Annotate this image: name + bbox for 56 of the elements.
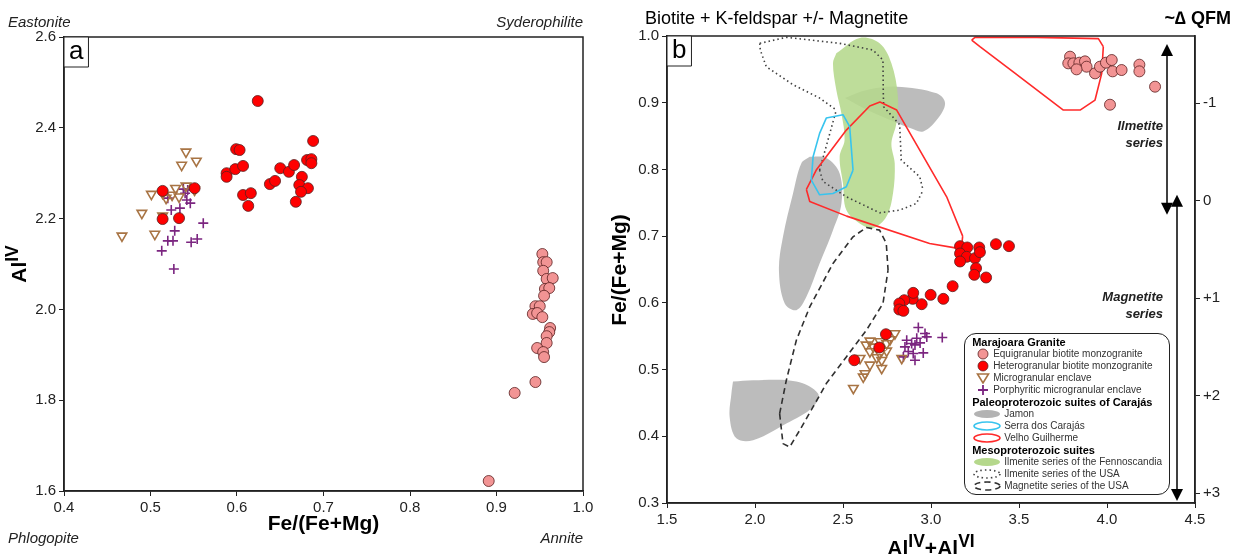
annotation: Ilmetite series	[1117, 117, 1163, 150]
y2-tick-label: +1	[1203, 288, 1221, 306]
y-tick-label: 2.0	[35, 299, 56, 317]
text: Phlogopite	[8, 529, 79, 546]
y-tick-label: 2.2	[35, 208, 56, 226]
x-tick-label: 0.8	[399, 498, 421, 516]
legend-label: Ilmenite series of the USA	[1004, 468, 1120, 480]
legend-label: Equigranular biotite monzogranite	[993, 348, 1143, 360]
y-tick-label: 2.6	[35, 27, 56, 45]
x-tick-label: 2.0	[744, 510, 766, 528]
text: Annite	[539, 529, 583, 546]
y2-axis-title: ~∆ QFM	[1164, 8, 1231, 28]
legend-title: Marajoara Granite	[972, 336, 1066, 348]
legend-label: Porphyritic microgranular enclave	[993, 384, 1142, 396]
x-tick-label: 3.5	[1008, 510, 1030, 528]
y2-tick-label: -1	[1203, 93, 1217, 111]
annotation: b	[672, 34, 687, 65]
legend-label: Velho Guilherme	[1004, 432, 1079, 444]
legend-label: Serra dos Carajás	[1004, 420, 1085, 432]
y-tick-label: 0.7	[638, 226, 659, 244]
y-tick-label: 0.8	[638, 159, 659, 177]
y-tick-label: 0.3	[638, 493, 659, 511]
x-tick-label: 1.5	[656, 510, 678, 528]
y-tick-label: 1.8	[35, 390, 56, 408]
x-tick-label: 4.0	[1096, 510, 1118, 528]
legend-label: Magnetite series of the USA	[1004, 480, 1129, 492]
y-tick-label: 2.4	[35, 117, 56, 135]
x-tick-label: 0.6	[226, 498, 248, 516]
annotation: Paleoproterozoic suites of Carajás	[972, 396, 1154, 408]
x-tick-label: 1.0	[572, 498, 594, 516]
y-tick-label: 0.6	[638, 293, 659, 310]
y-tick-label: 0.4	[638, 426, 659, 444]
y2-tick-label: +2	[1203, 385, 1221, 403]
y-tick-label: 0.9	[638, 92, 659, 110]
chart-title: Biotite + K-feldspar +/- Magnetite	[645, 8, 909, 28]
annotation: a	[69, 35, 84, 66]
y-tick-label: 1.0	[638, 26, 659, 44]
y2-tick-label: 0	[1203, 190, 1212, 208]
text: Syderophilite	[496, 13, 583, 30]
x-tick-label: 2.5	[832, 510, 854, 528]
x-tick-label: 0.4	[53, 498, 75, 516]
annotation: Mesoproterozoic suites	[972, 444, 1095, 456]
text: Eastonite	[8, 13, 71, 30]
annotation: Magnetite series	[1102, 289, 1163, 322]
x-tick-label: 0.9	[486, 498, 507, 516]
x-tick-label: 3.0	[920, 510, 942, 528]
y-tick-label: 0.5	[638, 359, 659, 377]
legend-label: Heterogranular biotite monzogranite	[993, 360, 1153, 372]
x-tick-label: 4.5	[1184, 510, 1206, 528]
y2-tick-label: +3	[1203, 483, 1221, 501]
x-tick-label: 0.5	[140, 498, 161, 516]
legend-label: Ilmenite series of the Fennoscandia	[1004, 456, 1162, 468]
y-axis-title: Fe/(Fe+Mg)	[607, 213, 631, 326]
y-tick-label: 1.6	[35, 481, 56, 499]
legend-label: Microgranular enclave	[993, 372, 1092, 384]
legend-label: Jamon	[1004, 408, 1035, 420]
